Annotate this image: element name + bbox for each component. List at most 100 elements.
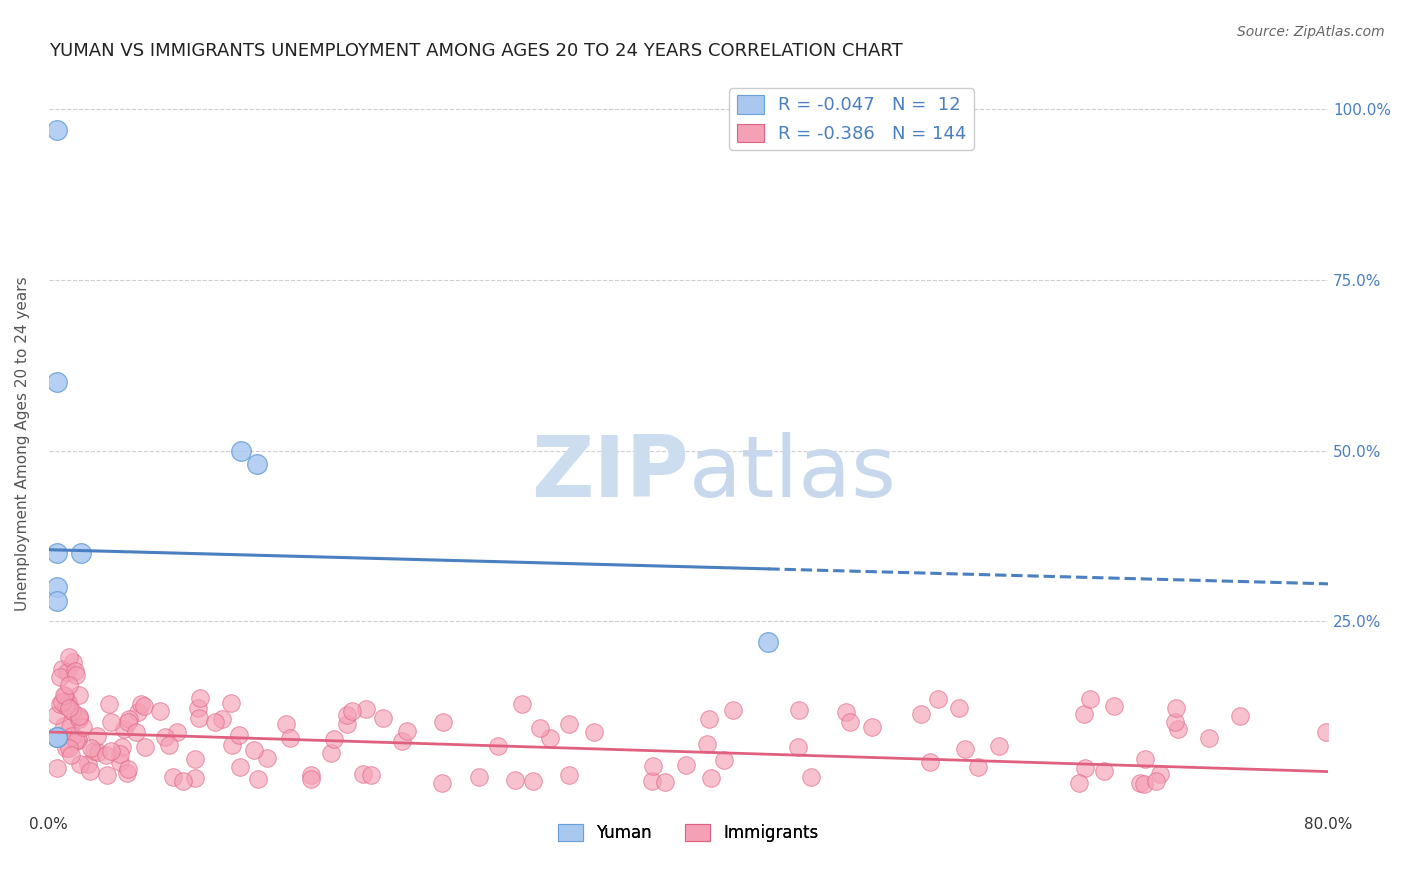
Point	[45, 731, 67, 745]
Point	[55, 699, 77, 714]
Point	[229, 443, 252, 458]
Point	[697, 712, 720, 726]
Point	[510, 697, 533, 711]
Point	[948, 701, 970, 715]
Point	[59, 747, 82, 762]
Point	[60, 705, 83, 719]
Point	[1133, 777, 1156, 791]
Point	[1164, 701, 1187, 715]
Point	[583, 724, 606, 739]
Point	[641, 774, 664, 789]
Text: atlas: atlas	[689, 432, 897, 515]
Point	[94, 747, 117, 762]
Point	[1144, 774, 1167, 789]
Y-axis label: Unemployment Among Ages 20 to 24 years: Unemployment Among Ages 20 to 24 years	[15, 277, 30, 611]
Point	[758, 635, 780, 649]
Point	[391, 733, 413, 747]
Point	[221, 738, 243, 752]
Point	[299, 767, 322, 781]
Point	[910, 707, 932, 722]
Point	[112, 722, 135, 736]
Point	[432, 775, 454, 789]
Point	[79, 764, 101, 778]
Point	[134, 698, 156, 713]
Point	[920, 755, 942, 769]
Point	[675, 758, 697, 772]
Text: YUMAN VS IMMIGRANTS UNEMPLOYMENT AMONG AGES 20 TO 24 YEARS CORRELATION CHART: YUMAN VS IMMIGRANTS UNEMPLOYMENT AMONG A…	[49, 42, 903, 60]
Point	[166, 725, 188, 739]
Point	[211, 712, 233, 726]
Point	[953, 741, 976, 756]
Point	[278, 731, 301, 746]
Point	[49, 670, 72, 684]
Point	[67, 710, 90, 724]
Point	[432, 715, 454, 730]
Point	[129, 698, 152, 712]
Point	[696, 737, 718, 751]
Point	[654, 774, 676, 789]
Point	[713, 752, 735, 766]
Point	[256, 750, 278, 764]
Point	[1149, 767, 1171, 781]
Point	[65, 668, 87, 682]
Point	[486, 739, 509, 754]
Point	[117, 765, 139, 780]
Point	[1133, 752, 1156, 766]
Point	[721, 703, 744, 717]
Point	[100, 744, 122, 758]
Point	[83, 744, 105, 758]
Point	[336, 716, 359, 731]
Point	[786, 740, 808, 755]
Point	[45, 707, 67, 722]
Point	[800, 771, 823, 785]
Point	[58, 741, 80, 756]
Point	[538, 731, 561, 746]
Text: Source: ZipAtlas.com: Source: ZipAtlas.com	[1237, 25, 1385, 39]
Point	[1198, 731, 1220, 745]
Point	[45, 580, 67, 594]
Point	[55, 740, 77, 755]
Point	[108, 747, 131, 762]
Point	[987, 739, 1010, 753]
Point	[247, 772, 270, 786]
Point	[153, 730, 176, 744]
Point	[118, 712, 141, 726]
Point	[395, 724, 418, 739]
Point	[522, 774, 544, 789]
Point	[1073, 707, 1095, 722]
Point	[246, 458, 269, 472]
Point	[927, 692, 949, 706]
Point	[276, 716, 298, 731]
Point	[299, 772, 322, 786]
Point	[117, 714, 139, 729]
Point	[51, 695, 73, 709]
Point	[228, 728, 250, 742]
Point	[56, 696, 79, 710]
Point	[1167, 722, 1189, 736]
Point	[52, 689, 75, 703]
Point	[1315, 725, 1337, 739]
Point	[63, 664, 86, 678]
Point	[243, 743, 266, 757]
Point	[1069, 776, 1091, 790]
Point	[1229, 709, 1251, 723]
Point	[157, 738, 180, 752]
Point	[204, 715, 226, 730]
Point	[100, 714, 122, 729]
Text: ZIP: ZIP	[530, 432, 689, 515]
Point	[371, 711, 394, 725]
Point	[58, 650, 80, 665]
Point	[86, 746, 108, 760]
Point	[183, 752, 205, 766]
Point	[45, 123, 67, 137]
Point	[62, 656, 84, 670]
Point	[149, 704, 172, 718]
Point	[352, 767, 374, 781]
Point	[45, 731, 67, 745]
Point	[56, 665, 79, 679]
Point	[45, 731, 67, 745]
Point	[48, 698, 70, 712]
Point	[108, 755, 131, 769]
Point	[67, 733, 90, 747]
Point	[172, 773, 194, 788]
